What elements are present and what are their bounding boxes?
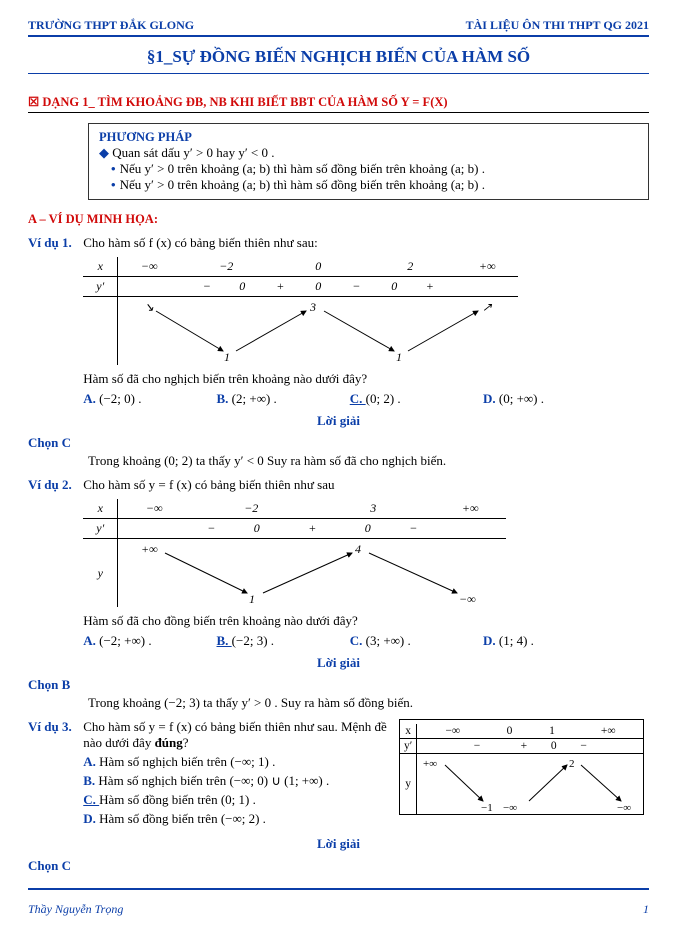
svg-text:−∞: −∞: [503, 802, 517, 813]
footer-page: 1: [643, 902, 649, 917]
ex1-label: Ví dụ 1.: [28, 235, 80, 251]
svg-text:−∞: −∞: [459, 592, 476, 605]
ex1-stem: Cho hàm số f (x) có bảng biến thiên như …: [83, 235, 318, 250]
method-line-0: Quan sát dấu y′ > 0 hay y′ < 0 .: [112, 145, 274, 160]
svg-text:3: 3: [309, 300, 316, 314]
ex3-stem: Cho hàm số y = f (x) có bảng biến thiên …: [83, 719, 387, 750]
svg-text:4: 4: [355, 542, 361, 556]
method-line-2: Nếu y′ > 0 trên khoảng (a; b) thì hàm số…: [120, 177, 485, 192]
svg-text:1: 1: [249, 592, 255, 605]
ex1-chon: Chọn C: [28, 435, 649, 451]
svg-text:1: 1: [224, 350, 230, 363]
svg-text:−∞: −∞: [617, 802, 631, 813]
dang1-label: DẠNG 1_ TÌM KHOẢNG ĐB, NB KHI BIẾT BBT C…: [42, 95, 447, 109]
ex1-bbt: x −∞ −2 0 2 +∞ y′ − 0 + 0 − 0: [83, 257, 644, 365]
ex3-chon: Chọn C: [28, 858, 649, 874]
ex3-bbt: x −∞ 0 1 +∞ y′ − + 0 −: [399, 719, 644, 815]
svg-text:+∞: +∞: [141, 542, 158, 556]
svg-text:−1: −1: [481, 802, 493, 813]
ex2-label: Ví dụ 2.: [28, 477, 80, 493]
ex2-stem: Cho hàm số y = f (x) có bảng biến thiên …: [83, 477, 334, 492]
ex1-loigiai: Lời giải: [28, 413, 649, 429]
method-box: PHƯƠNG PHÁP ◆ Quan sát dấu y′ > 0 hay y′…: [88, 123, 649, 200]
svg-text:↘: ↘: [144, 300, 154, 314]
doc-title-right: TÀI LIỆU ÔN THI THPT QG 2021: [466, 18, 649, 33]
ex2-expl: Trong khoảng (−2; 3) ta thấy y′ > 0 . Su…: [88, 695, 649, 711]
ex1-expl: Trong khoảng (0; 2) ta thấy y′ < 0 Suy r…: [88, 453, 649, 469]
section-a-heading: A – VÍ DỤ MINH HỌA:: [28, 212, 649, 227]
svg-text:↗: ↗: [482, 300, 493, 314]
svg-text:1: 1: [396, 350, 402, 363]
ex1-q: Hàm số đã cho nghịch biến trên khoảng nà…: [83, 371, 644, 387]
ex3-loigiai: Lời giải: [28, 836, 649, 852]
ex1-options: A. (−2; 0) . B. (2; +∞) . C. (0; 2) . D.…: [83, 391, 644, 407]
method-title: PHƯƠNG PHÁP: [99, 130, 638, 145]
bullet-icon: •: [111, 177, 116, 192]
ex1-arrows: ↘ 1 3 1 ↗: [138, 299, 498, 363]
svg-text:2: 2: [569, 758, 575, 770]
page-title: §1_SỰ ĐỒNG BIẾN NGHỊCH BIẾN CỦA HÀM SỐ: [28, 47, 649, 67]
school-name: TRƯỜNG THPT ĐẮK GLONG: [28, 18, 194, 33]
ex2-loigiai: Lời giải: [28, 655, 649, 671]
ex2-chon: Chọn B: [28, 677, 649, 693]
bullet-icon: •: [111, 161, 116, 176]
rule-bottom: [28, 888, 649, 890]
diamond-icon: ◆: [99, 145, 112, 160]
rule-top: [28, 35, 649, 37]
ex3-left: Cho hàm số y = f (x) có bảng biến thiên …: [83, 719, 387, 830]
box-icon: ☒: [28, 95, 39, 109]
svg-text:+∞: +∞: [423, 758, 437, 770]
section-dang1: ☒ DẠNG 1_ TÌM KHOẢNG ĐB, NB KHI BIẾT BBT…: [28, 94, 649, 113]
ex2-q: Hàm số đã cho đồng biến trên khoảng nào …: [83, 613, 644, 629]
ex3-label: Ví dụ 3.: [28, 719, 80, 735]
footer-author: Thầy Nguyễn Trọng: [28, 902, 123, 917]
rule-title: [28, 73, 649, 74]
ex2-bbt: x −∞ −2 3 +∞ y′ − 0 + 0 −: [83, 499, 644, 607]
ex2-options: A. (−2; +∞) . B. (−2; 3) . C. (3; +∞) . …: [83, 633, 644, 649]
ex2-arrows: +∞ 1 4 −∞: [137, 541, 487, 605]
method-line-1: Nếu y′ > 0 trên khoảng (a; b) thì hàm số…: [120, 161, 485, 176]
